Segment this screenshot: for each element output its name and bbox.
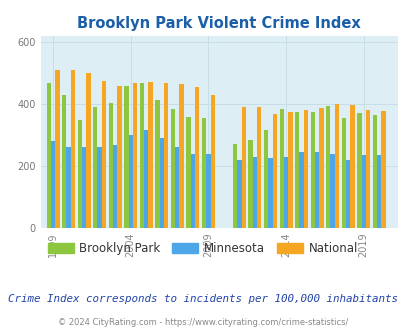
Bar [190,153,194,228]
Bar [314,152,318,228]
Bar [372,115,376,228]
Bar [345,160,350,228]
Bar [124,86,128,228]
Bar [186,116,190,228]
Bar [376,155,380,228]
Bar [77,120,82,228]
Bar [365,110,369,228]
Bar [93,107,97,228]
Bar [252,157,256,228]
Bar [350,105,354,228]
Bar [298,152,303,228]
Bar [82,147,86,228]
Text: Crime Index corresponds to incidents per 100,000 inhabitants: Crime Index corresponds to incidents per… [8,294,397,304]
Bar [334,104,338,228]
Bar [132,82,137,228]
Bar [241,107,245,228]
Bar [97,147,102,228]
Bar [237,160,241,228]
Bar [356,114,360,228]
Bar [294,112,298,228]
Bar [248,140,252,228]
Bar [51,141,55,228]
Bar [272,114,276,228]
Bar [263,130,268,228]
Bar [256,107,261,228]
Bar [86,73,90,228]
Title: Brooklyn Park Violent Crime Index: Brooklyn Park Violent Crime Index [77,16,360,31]
Bar [144,130,148,228]
Bar [330,153,334,228]
Bar [62,95,66,228]
Bar [318,108,323,228]
Bar [288,112,292,228]
Bar [325,106,330,228]
Bar [210,95,214,228]
Bar [102,81,106,228]
Bar [139,82,144,228]
Bar [341,118,345,228]
Bar [159,138,164,228]
Bar [164,82,168,228]
Bar [268,158,272,228]
Bar [360,155,365,228]
Bar [380,111,385,228]
Bar [148,82,152,228]
Bar [194,87,199,228]
Bar [117,86,121,228]
Bar [70,70,75,228]
Bar [128,135,132,228]
Bar [283,157,288,228]
Bar [47,82,51,228]
Bar [303,111,307,228]
Bar [55,70,60,228]
Legend: Brooklyn Park, Minnesota, National: Brooklyn Park, Minnesota, National [43,237,362,260]
Bar [171,109,175,228]
Bar [66,147,70,228]
Bar [109,103,113,228]
Bar [113,145,117,228]
Text: © 2024 CityRating.com - https://www.cityrating.com/crime-statistics/: © 2024 CityRating.com - https://www.city… [58,318,347,327]
Bar [175,147,179,228]
Bar [232,144,237,228]
Bar [279,109,283,228]
Bar [206,153,210,228]
Bar [179,84,183,228]
Bar [201,118,206,228]
Bar [310,112,314,228]
Bar [155,100,159,228]
